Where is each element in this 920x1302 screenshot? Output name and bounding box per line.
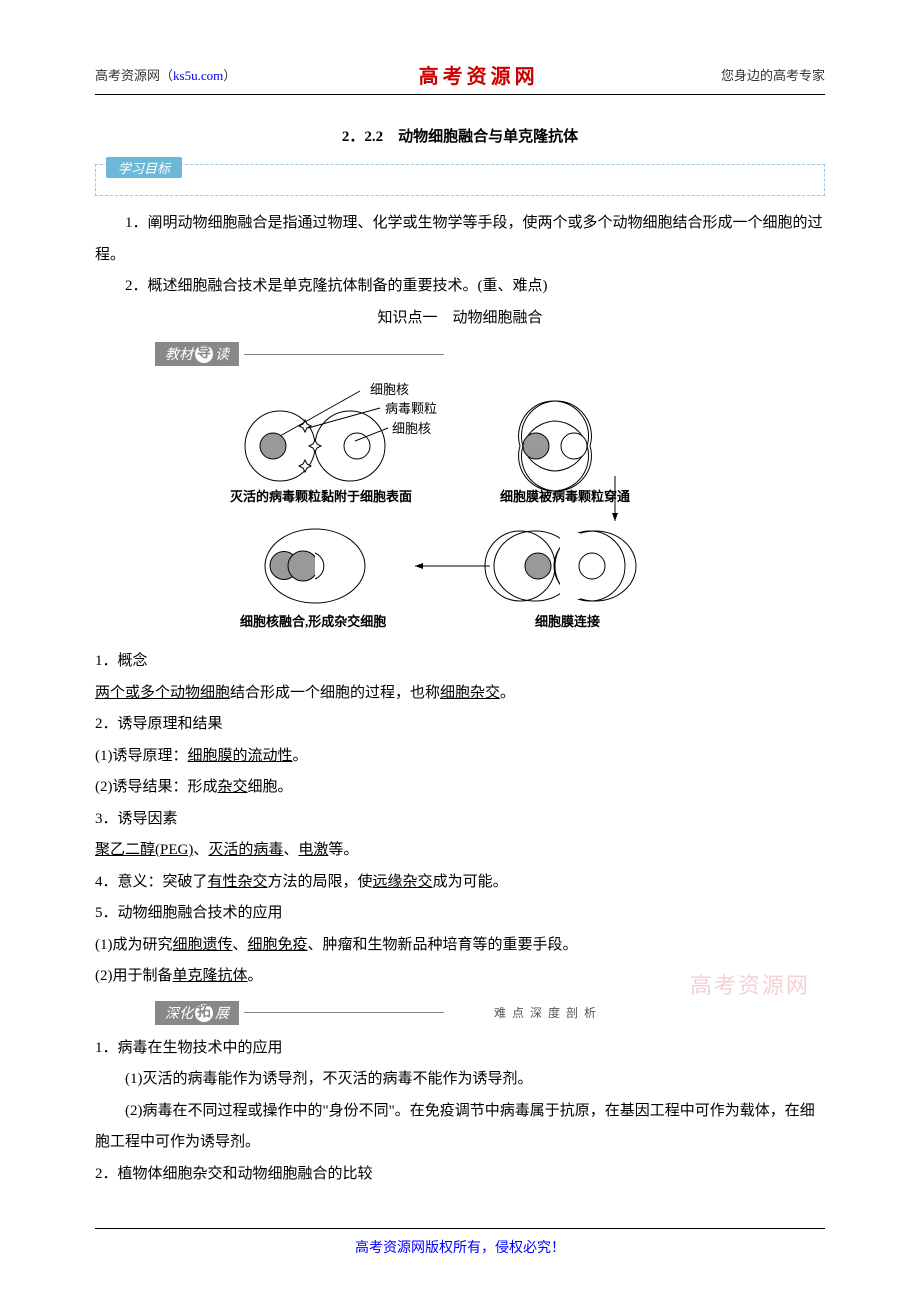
item4-text: 4．意义：突破了有性杂交方法的局限，使远缘杂交成为可能。	[95, 867, 825, 899]
item2-1c: 。	[293, 748, 308, 764]
goal-2: 2．概述细胞融合技术是单克隆抗体制备的重要技术。(重、难点)	[95, 271, 825, 303]
item4-e: 成为可能。	[433, 874, 508, 890]
deep-p1: (1)灭活的病毒能作为诱导剂，不灭活的病毒不能作为诱导剂。	[95, 1064, 825, 1096]
page-footer: 高考资源网版权所有，侵权必究！	[95, 1228, 825, 1257]
item2-1a: (1)诱导原理：	[95, 748, 188, 764]
banner-deepen: 深化 拓 展 难点深度剖析	[155, 1001, 825, 1025]
banner2-line	[244, 1012, 444, 1013]
item2-2c: 细胞。	[248, 779, 293, 795]
item1-text: 两个或多个动物细胞结合形成一个细胞的过程，也称细胞杂交。	[95, 678, 825, 710]
header-left-text: 高考资源网（	[95, 68, 173, 83]
deep-h2: 2．植物体细胞杂交和动物细胞融合的比较	[95, 1159, 825, 1191]
page-header: 高考资源网（ks5u.com） 高考资源网 您身边的高考专家	[95, 60, 825, 95]
header-left-close: ）	[223, 68, 236, 83]
banner1-circle: 导	[195, 345, 213, 363]
item2-1b: 细胞膜的流动性	[188, 748, 293, 764]
item1-mid: 结合形成一个细胞的过程，也称	[230, 685, 440, 701]
item1-heading: 1．概念	[95, 646, 825, 678]
item4-c: 方法的局限，使	[268, 874, 373, 890]
item5-1d: 细胞免疫	[248, 937, 308, 953]
item3-u1: 聚乙二醇(PEG)	[95, 842, 193, 858]
item5-1e: 、肿瘤和生物新品种培育等的重要手段。	[308, 937, 578, 953]
item1-u1: 两个或多个动物细胞	[95, 685, 230, 701]
item2-sub1: (1)诱导原理：细胞膜的流动性。	[95, 741, 825, 773]
item3-d: 、	[283, 842, 298, 858]
banner1-line	[244, 354, 444, 355]
item4-d: 远缘杂交	[373, 874, 433, 890]
header-left: 高考资源网（ks5u.com）	[95, 65, 236, 84]
deep-p2: (2)病毒在不同过程或操作中的"身份不同"。在免疫调节中病毒属于抗原，在基因工程…	[95, 1096, 825, 1159]
header-right: 您身边的高考专家	[721, 65, 825, 84]
header-center: 高考资源网	[419, 60, 539, 89]
banner-textbook-reading: 教材 导 读	[155, 342, 825, 366]
item5-1b: 细胞遗传	[173, 937, 233, 953]
goal-box: 学习目标	[95, 164, 825, 196]
item3-text: 聚乙二醇(PEG)、灭活的病毒、电激等。	[95, 835, 825, 867]
item1-u2: 细胞杂交	[440, 685, 500, 701]
banner1-prefix: 教材	[165, 344, 193, 364]
item3-f: 等。	[328, 842, 358, 858]
item2-sub2: (2)诱导结果：形成杂交细胞。	[95, 772, 825, 804]
item5-heading: 5．动物细胞融合技术的应用	[95, 898, 825, 930]
diagram-caption-3: 细胞核融合,形成杂交细胞	[240, 614, 386, 629]
item3-b: 、	[193, 842, 208, 858]
diagram-caption-2: 细胞膜被病毒颗粒穿通	[500, 489, 630, 504]
deep-h1: 1．病毒在生物技术中的应用	[95, 1033, 825, 1065]
item5-2b: 单克隆抗体	[173, 968, 248, 984]
diagram-label-nucleus: 细胞核	[370, 382, 409, 397]
goal-label: 学习目标	[106, 157, 182, 178]
diagram-label-virus: 病毒颗粒	[385, 401, 437, 416]
diagram-caption-1: 灭活的病毒颗粒黏附于细胞表面	[229, 489, 412, 504]
diagram-label-nucleus2: 细胞核	[392, 421, 431, 436]
item5-2a: (2)用于制备	[95, 968, 173, 984]
banner2-prefix: 深化	[165, 1003, 193, 1023]
item2-heading: 2．诱导原理和结果	[95, 709, 825, 741]
page-title: 2．2.2 动物细胞融合与单克隆抗体	[95, 125, 825, 146]
goal-1: 1．阐明动物细胞融合是指通过物理、化学或生物学等手段，使两个或多个动物细胞结合形…	[95, 208, 825, 271]
header-link[interactable]: ks5u.com	[173, 68, 223, 83]
banner2-label: 深化 拓 展	[155, 1001, 239, 1025]
item2-2b: 杂交	[218, 779, 248, 795]
item5-2c: 。	[248, 968, 263, 984]
banner1-label: 教材 导 读	[155, 342, 239, 366]
item3-u3: 电激	[298, 842, 328, 858]
banner2-tag: 难点深度剖析	[494, 1004, 602, 1021]
item2-2a: (2)诱导结果：形成	[95, 779, 218, 795]
item3-u2: 灭活的病毒	[208, 842, 283, 858]
diagram-caption-4: 细胞膜连接	[535, 614, 600, 629]
cell-fusion-diagram: 细胞核 病毒颗粒 细胞核 灭活的病毒颗粒黏附于细胞表面 细胞膜被病毒颗粒穿通 细…	[95, 376, 825, 636]
banner2-circle: 拓	[195, 1004, 213, 1022]
watermark: 高考资源网	[690, 968, 810, 1000]
item3-heading: 3．诱导因素	[95, 804, 825, 836]
item4-a: 4．意义：突破了	[95, 874, 208, 890]
item4-b: 有性杂交	[208, 874, 268, 890]
item5-sub1: (1)成为研究细胞遗传、细胞免疫、肿瘤和生物新品种培育等的重要手段。	[95, 930, 825, 962]
banner1-suffix: 读	[215, 344, 229, 364]
banner2-suffix: 展	[215, 1003, 229, 1023]
knowledge-point: 知识点一 动物细胞融合	[95, 303, 825, 335]
item1-end: 。	[500, 685, 515, 701]
item5-1a: (1)成为研究	[95, 937, 173, 953]
item5-1c: 、	[233, 937, 248, 953]
